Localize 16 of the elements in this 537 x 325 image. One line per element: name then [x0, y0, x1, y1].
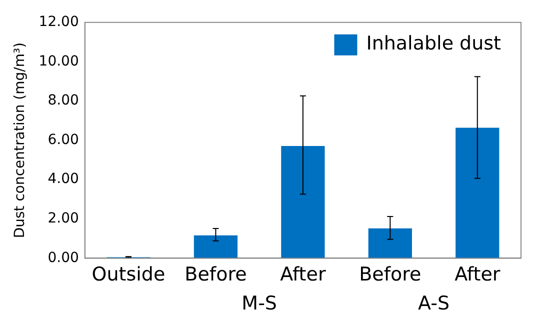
y-tick-label: 0.00 [48, 250, 79, 266]
legend-label: Inhalable dust [366, 32, 502, 54]
y-axis-title: Dust concentration (mg/m³) [12, 42, 28, 238]
x-tick-label: Before [359, 264, 422, 286]
x-tick-label: Outside [92, 264, 166, 286]
x-tick-label: After [280, 264, 326, 286]
y-tick-label: 2.00 [48, 210, 79, 227]
x-tick-label: Before [184, 264, 247, 286]
y-tick-label: 6.00 [48, 132, 79, 148]
y-tick-label: 12.00 [38, 14, 79, 30]
text: M-S [242, 292, 277, 314]
y-tick-label: 4.00 [48, 171, 79, 188]
y-tick-label: 8.00 [48, 92, 79, 109]
y-tick-label: 10.00 [38, 53, 79, 70]
x-tick-label: After [454, 264, 500, 286]
text: A-S [418, 292, 450, 314]
